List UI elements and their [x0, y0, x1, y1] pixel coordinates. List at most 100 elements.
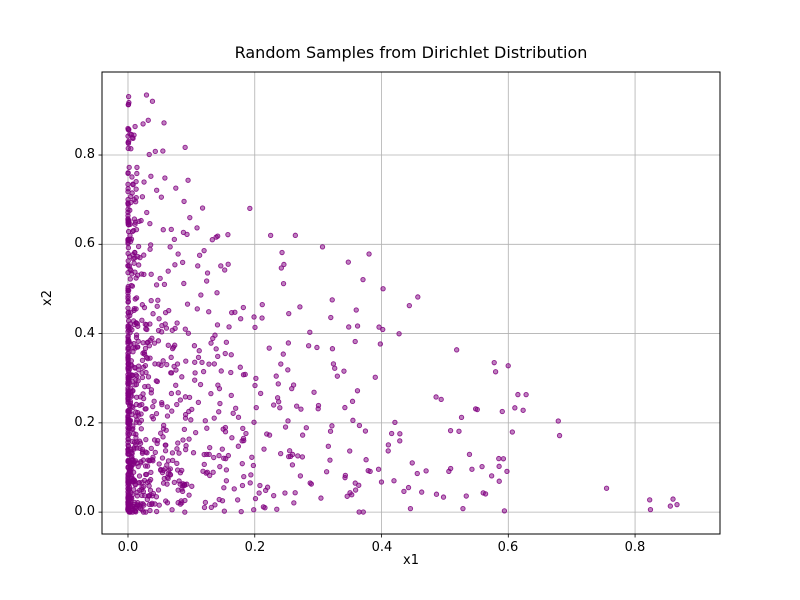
scatter-point: [186, 408, 192, 415]
scatter-point: [155, 297, 161, 303]
scatter-point: [131, 445, 137, 451]
scatter-point: [182, 509, 188, 515]
scatter-point: [257, 482, 263, 489]
scatter-point: [204, 270, 211, 276]
scatter-point: [292, 232, 298, 238]
scatter-point: [240, 435, 247, 442]
scatter-point: [480, 490, 486, 496]
scatter-point: [193, 429, 199, 436]
scatter-point: [277, 405, 283, 411]
scatter-point: [176, 450, 182, 456]
scatter-point: [157, 275, 163, 281]
scatter-point: [200, 368, 207, 375]
scatter-point: [219, 498, 226, 504]
scatter-point: [438, 396, 444, 403]
scatter-point: [127, 266, 133, 272]
scatter-point: [139, 479, 145, 486]
scatter-point: [139, 357, 146, 363]
scatter-point: [239, 461, 245, 467]
axis-ticks: [98, 154, 636, 538]
scatter-point: [156, 502, 162, 508]
scatter-point: [132, 250, 138, 256]
scatter-point: [156, 361, 162, 367]
scatter-point: [133, 186, 139, 192]
scatter-point: [356, 422, 363, 429]
scatter-point: [125, 376, 131, 382]
scatter-point: [143, 369, 149, 376]
scatter-point: [174, 460, 180, 467]
scatter-point: [647, 497, 653, 503]
scatter-point: [223, 467, 230, 473]
scatter-point: [141, 349, 147, 356]
scatter-point: [209, 237, 215, 243]
scatter-point: [474, 406, 480, 413]
x-tick-label-2: 0.4: [371, 540, 393, 555]
scatter-point: [184, 231, 190, 238]
y-tick-label-4: 0.8: [74, 147, 95, 162]
scatter-point: [169, 450, 176, 456]
scatter-point: [186, 436, 192, 442]
scatter-point: [143, 436, 149, 443]
scatter-point: [150, 311, 156, 317]
scatter-point: [252, 495, 259, 502]
scatter-point: [354, 388, 361, 394]
scatter-point: [376, 324, 382, 330]
scatter-point: [175, 390, 181, 396]
scatter-point: [345, 259, 351, 265]
scatter-point: [280, 281, 287, 287]
scatter-point: [391, 478, 397, 484]
scatter-point: [139, 317, 145, 323]
scatter-point: [311, 389, 317, 395]
scatter-point: [167, 466, 173, 472]
scatter-point: [415, 294, 421, 300]
scatter-point: [240, 425, 246, 432]
scatter-point: [139, 194, 146, 200]
scatter-point: [125, 206, 131, 212]
scatter-point: [228, 392, 234, 398]
scatter-point: [360, 509, 366, 515]
scatter-point: [229, 435, 235, 441]
scatter-point: [174, 320, 180, 326]
scatter-point: [136, 262, 142, 268]
scatter-point: [150, 403, 156, 410]
scatter-point: [154, 303, 160, 309]
x-axis-label: x1: [403, 553, 419, 568]
scatter-point: [406, 302, 412, 309]
scatter-point: [125, 381, 131, 387]
scatter-point: [135, 272, 141, 278]
scatter-point: [182, 326, 188, 332]
scatter-point: [164, 361, 170, 368]
scatter-point: [168, 370, 175, 376]
scatter-point: [446, 468, 452, 474]
scatter-point: [185, 177, 191, 183]
scatter-point: [174, 467, 181, 473]
scatter-point: [126, 487, 132, 494]
scatter-point: [298, 406, 304, 412]
scatter-point: [125, 181, 131, 187]
scatter-point: [129, 509, 136, 515]
scatter-point: [195, 399, 202, 406]
scatter-point: [125, 186, 131, 192]
scatter-point: [148, 271, 154, 277]
scatter-point: [159, 455, 166, 461]
scatter-point: [342, 472, 349, 479]
scatter-point: [144, 463, 151, 469]
scatter-point: [165, 268, 171, 274]
scatter-point: [274, 506, 280, 512]
scatter-point: [126, 138, 132, 144]
scatter-point: [171, 479, 177, 486]
scatter-point: [500, 456, 507, 462]
scatter-point: [223, 478, 230, 484]
scatter-point: [134, 460, 140, 466]
scatter-point: [267, 232, 274, 238]
scatter-point: [130, 503, 136, 510]
scatter-point: [139, 507, 145, 513]
scatter-point: [251, 314, 257, 320]
scatter-point: [285, 418, 291, 424]
scatter-point: [183, 358, 189, 364]
scatter-point: [187, 215, 193, 221]
scatter-point: [303, 425, 309, 431]
scatter-point: [215, 353, 221, 360]
scatter-point: [243, 430, 249, 437]
scatter-point: [136, 473, 143, 479]
